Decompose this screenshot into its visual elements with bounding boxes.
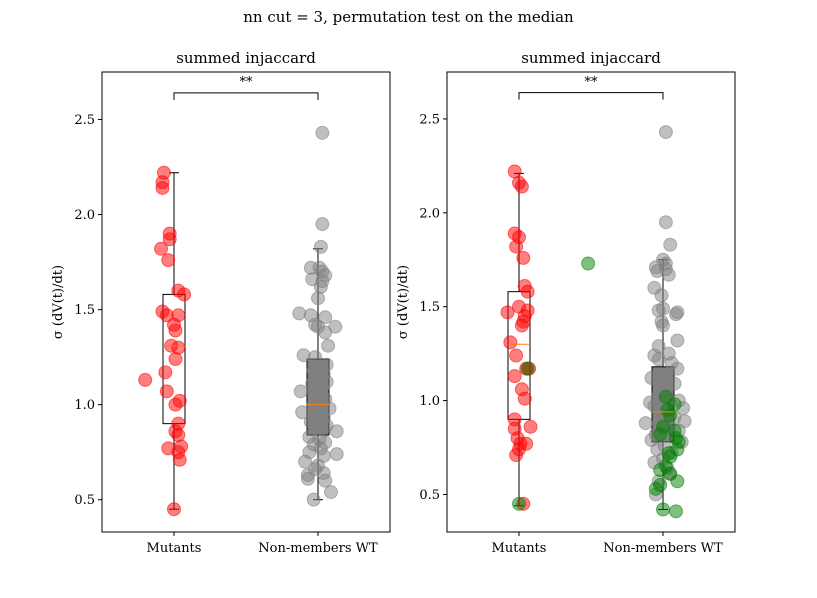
y-tick-label: 2.0 (74, 208, 95, 223)
data-point (581, 256, 596, 271)
data-point (651, 352, 666, 367)
significance-bracket (518, 92, 664, 100)
panel-right: summed injaccard σ (dV(t)/dt) Mutants No… (396, 49, 736, 556)
data-point (661, 267, 676, 282)
y-axis-label: σ (dV(t)/dt) (51, 265, 66, 339)
data-point (514, 318, 529, 333)
data-point (514, 179, 529, 194)
data-point (668, 504, 683, 519)
data-point (318, 310, 333, 325)
data-point (644, 371, 659, 386)
y-tick-label: 1.0 (419, 394, 440, 409)
data-point (298, 454, 313, 469)
axes-frame (446, 71, 736, 533)
data-point (318, 473, 333, 488)
data-point (315, 217, 330, 232)
panel-title: summed injaccard (176, 49, 316, 67)
data-point (293, 384, 308, 399)
data-point (663, 237, 678, 252)
x-tick-label: Non-members WT (258, 541, 378, 556)
y-tick-label: 0.5 (74, 493, 95, 508)
data-point (523, 419, 538, 434)
data-point (638, 416, 653, 431)
significance-label: ** (585, 75, 599, 90)
data-point (168, 323, 183, 338)
data-point (306, 492, 321, 507)
data-point (670, 474, 685, 489)
axes-frame (101, 71, 391, 533)
data-point (154, 241, 169, 256)
significance-bracket (173, 92, 319, 100)
data-point (653, 427, 668, 442)
data-point (509, 448, 524, 463)
data-point (318, 325, 333, 340)
x-tick-label: Mutants (492, 541, 547, 556)
data-point (517, 391, 532, 406)
data-point (516, 250, 531, 265)
data-point (313, 239, 328, 254)
data-point (329, 447, 344, 462)
data-point (315, 125, 330, 140)
data-point (520, 284, 535, 299)
data-point (138, 372, 153, 387)
data-point (658, 125, 673, 140)
data-point (172, 452, 187, 467)
significance-label: ** (240, 75, 254, 90)
y-tick-label: 2.0 (419, 206, 440, 221)
y-tick-label: 2.5 (419, 112, 440, 127)
panel-left: summed injaccard σ (dV(t)/dt) Mutants No… (51, 49, 391, 556)
data-point (648, 481, 663, 496)
data-point (656, 502, 670, 517)
data-point (668, 307, 683, 322)
data-point (167, 502, 181, 517)
figure-suptitle: nn cut = 3, permutation test on the medi… (243, 8, 574, 26)
data-point (520, 361, 535, 376)
data-point (159, 384, 174, 399)
data-point (296, 348, 311, 363)
data-point (168, 397, 183, 412)
data-point (313, 279, 328, 294)
y-tick-label: 2.5 (74, 113, 95, 128)
y-tick-label: 1.5 (419, 300, 440, 315)
x-tick-label: Non-members WT (603, 541, 723, 556)
data-point (158, 365, 173, 380)
data-point (311, 291, 325, 306)
data-point (171, 340, 186, 355)
data-point (323, 485, 338, 500)
y-tick-label: 1.5 (74, 303, 95, 318)
panel-title: summed injaccard (521, 49, 661, 67)
data-point (658, 215, 673, 230)
data-point (321, 338, 336, 353)
data-point (654, 288, 669, 303)
x-tick-label: Mutants (147, 541, 202, 556)
data-point (656, 318, 670, 333)
y-tick-label: 0.5 (419, 488, 440, 503)
data-point (650, 264, 665, 279)
data-point (177, 287, 192, 302)
data-point (507, 369, 522, 384)
data-point (161, 253, 176, 268)
data-point (670, 333, 685, 348)
data-point (155, 180, 170, 195)
data-point (168, 352, 183, 367)
y-axis-label: σ (dV(t)/dt) (396, 265, 411, 339)
data-point (171, 428, 186, 443)
data-point (503, 335, 518, 350)
data-point (670, 361, 685, 376)
data-point (509, 348, 524, 363)
data-point (500, 305, 515, 320)
data-point (300, 471, 315, 486)
data-point (512, 496, 526, 511)
data-point (308, 350, 323, 365)
data-point (303, 414, 318, 429)
data-point (295, 405, 310, 420)
data-point (509, 239, 524, 254)
data-point (162, 232, 177, 247)
data-point (663, 408, 678, 423)
data-point (292, 306, 307, 321)
y-tick-label: 1.0 (74, 398, 95, 413)
data-point (329, 424, 344, 439)
